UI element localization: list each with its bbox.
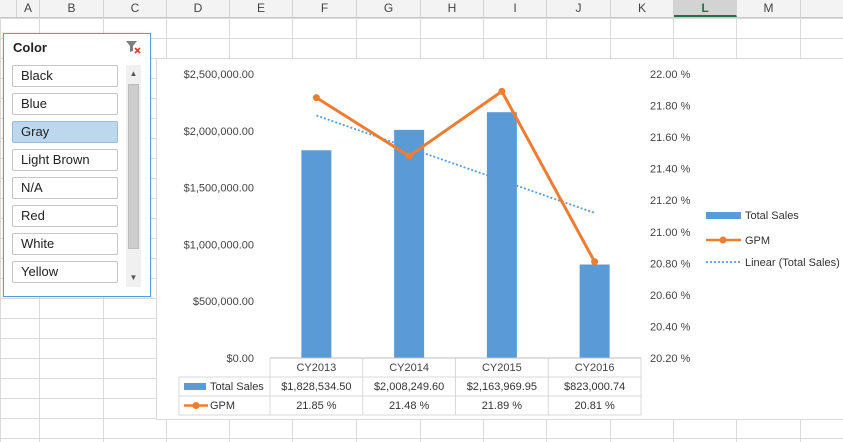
bar-total-sales — [301, 150, 332, 358]
left-axis-tick-label: $0.00 — [226, 353, 254, 365]
table-key-total-sales — [184, 383, 206, 390]
right-axis-tick-label: 21.80 % — [650, 101, 691, 113]
category-label: CY2015 — [482, 362, 522, 374]
left-axis-tick-label: $1,000,000.00 — [184, 239, 254, 251]
trendline-linear-total-sales — [316, 114, 595, 214]
slicer-item-blue[interactable]: Blue — [12, 93, 118, 115]
legend-label-gpm: GPM — [745, 235, 770, 247]
column-header-a[interactable]: A — [17, 0, 40, 17]
legend-label-trendline: Linear (Total Sales) — [745, 257, 840, 269]
column-header-e[interactable]: E — [230, 0, 293, 17]
right-axis-tick-label: 20.60 % — [650, 290, 691, 302]
gpm-point — [405, 152, 413, 160]
column-header-j[interactable]: J — [547, 0, 611, 17]
scrollbar-thumb[interactable] — [128, 84, 139, 249]
right-axis-tick-label: 20.40 % — [650, 321, 691, 333]
left-axis-tick-label: $2,000,000.00 — [184, 126, 254, 138]
table-key-gpm-marker — [192, 402, 200, 409]
clear-filter-icon[interactable] — [125, 39, 141, 55]
select-all-corner[interactable] — [0, 0, 17, 17]
slicer-scrollbar[interactable]: ▲ ▼ — [126, 65, 141, 287]
gpm-line — [315, 89, 596, 263]
column-header-b[interactable]: B — [40, 0, 104, 17]
table-row-label: Total Sales — [210, 381, 264, 393]
left-axis-tick-label: $500,000.00 — [193, 296, 254, 308]
right-axis-tick-label: 20.80 % — [650, 258, 691, 270]
scroll-up-icon[interactable]: ▲ — [129, 69, 138, 78]
right-axis-tick-label: 21.60 % — [650, 132, 691, 144]
column-header-h[interactable]: H — [421, 0, 484, 17]
right-axis-tick-label: 21.00 % — [650, 227, 691, 239]
table-row-label: GPM — [210, 400, 235, 412]
left-axis-tick-label: $2,500,000.00 — [184, 69, 254, 81]
category-label: CY2014 — [389, 362, 429, 374]
table-cell-gpm: 21.89 % — [482, 400, 523, 412]
table-cell-total-sales: $1,828,534.50 — [281, 381, 351, 393]
right-axis-tick-label: 22.00 % — [650, 69, 691, 81]
bar-total-sales — [394, 129, 425, 358]
combo-chart[interactable]: $2,500,000.00 $2,000,000.00 $1,500,000.00 $… — [156, 58, 843, 420]
column-header-k[interactable]: K — [611, 0, 674, 17]
right-axis-tick-label: 21.20 % — [650, 195, 691, 207]
table-cell-total-sales: $2,008,249.60 — [374, 381, 444, 393]
gpm-point — [312, 94, 320, 102]
category-label: CY2013 — [296, 362, 336, 374]
table-cell-gpm: 20.81 % — [574, 400, 615, 412]
right-axis-tick-label: 20.20 % — [650, 353, 691, 365]
slicer-item-white[interactable]: White — [12, 233, 118, 255]
slicer-item-n-a[interactable]: N/A — [12, 177, 118, 199]
column-header-m[interactable]: M — [737, 0, 801, 17]
slicer-item-red[interactable]: Red — [12, 205, 118, 227]
gpm-point — [591, 258, 599, 266]
color-slicer[interactable]: Color Black Blue Gray Light Brown N/A Red Whit… — [3, 33, 151, 297]
legend-key-total-sales — [706, 212, 741, 219]
column-header-i[interactable]: I — [484, 0, 547, 17]
legend-label-total-sales: Total Sales — [745, 210, 799, 222]
slicer-title: Color — [13, 40, 47, 55]
column-header-l[interactable]: L — [674, 0, 737, 17]
column-header-g[interactable]: G — [357, 0, 421, 17]
column-header-c[interactable]: C — [104, 0, 167, 17]
slicer-item-yellow[interactable]: Yellow — [12, 261, 118, 283]
slicer-item-light-brown[interactable]: Light Brown — [12, 149, 118, 171]
table-cell-total-sales: $823,000.74 — [564, 381, 625, 393]
chart-canvas: $2,500,000.00 $2,000,000.00 $1,500,000.00 $… — [178, 69, 840, 416]
slicer-item-black[interactable]: Black — [12, 65, 118, 87]
bar-total-sales — [486, 112, 517, 359]
gpm-point — [498, 87, 506, 95]
legend-key-gpm-marker — [719, 236, 727, 244]
category-label: CY2016 — [575, 362, 615, 374]
table-cell-gpm: 21.48 % — [389, 400, 430, 412]
left-axis-tick-label: $1,500,000.00 — [184, 183, 254, 195]
column-header-d[interactable]: D — [167, 0, 230, 17]
column-header-f[interactable]: F — [293, 0, 357, 17]
right-axis-tick-label: 21.40 % — [650, 164, 691, 176]
table-cell-gpm: 21.85 % — [296, 400, 337, 412]
scroll-down-icon[interactable]: ▼ — [129, 273, 138, 282]
table-cell-total-sales: $2,163,969.95 — [467, 381, 537, 393]
bar-total-sales — [579, 264, 610, 358]
slicer-item-gray[interactable]: Gray — [12, 121, 118, 143]
